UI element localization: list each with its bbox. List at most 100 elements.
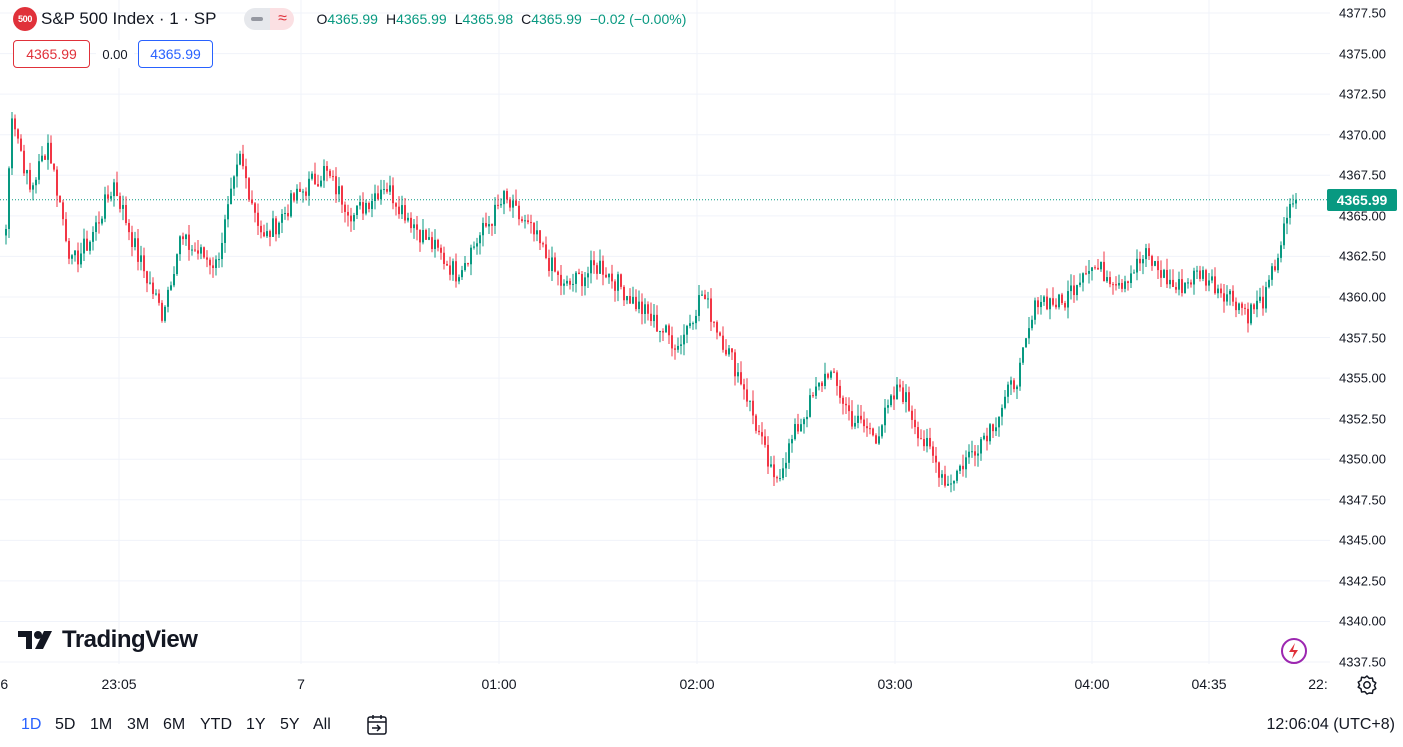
candle-down [44, 155, 46, 160]
candle-up [878, 436, 880, 444]
y-tick-label: 4340.00 [1339, 613, 1386, 629]
candle-down [1190, 282, 1192, 285]
candle-up [221, 242, 223, 260]
candle-up [590, 260, 592, 274]
range-button-ytd[interactable]: YTD [200, 716, 232, 733]
candlestick-chart[interactable] [0, 0, 1330, 664]
candle-down [851, 411, 853, 427]
candle-down [392, 185, 394, 204]
candle-up [1130, 273, 1132, 284]
buy-price-button[interactable]: 4365.99 [138, 40, 213, 68]
candle-down [68, 240, 70, 259]
candle-up [38, 161, 40, 180]
candle-up [227, 204, 229, 220]
candle-down [143, 255, 145, 272]
candle-down [923, 438, 925, 447]
range-button-5d[interactable]: 5D [55, 716, 76, 733]
candle-down [98, 222, 100, 224]
candle-down [1160, 270, 1162, 278]
candle-down [467, 263, 469, 265]
candle-down [719, 332, 721, 336]
toggle-icon[interactable] [244, 8, 271, 30]
tradingview-logo-icon [18, 631, 52, 649]
candle-up [1292, 203, 1294, 205]
candle-down [752, 400, 754, 416]
candle-down [716, 322, 718, 333]
candle-down [86, 238, 88, 251]
candle-up [26, 169, 28, 174]
candle-up [1067, 291, 1069, 308]
candle-down [944, 474, 946, 486]
candle-up [401, 205, 403, 215]
x-tick-label: 01:00 [481, 676, 517, 692]
candle-up [191, 249, 193, 251]
sell-price-button[interactable]: 4365.99 [13, 40, 90, 68]
candle-up [626, 296, 628, 301]
candle-up [179, 236, 181, 255]
candle-up [689, 323, 691, 326]
candle-down [929, 437, 931, 447]
candle-down [437, 239, 439, 248]
price-axis[interactable]: 4377.50 4375.00 4372.50 4370.00 4367.50 4365.… [1330, 0, 1403, 670]
candle-up [1019, 362, 1021, 387]
range-button-1d[interactable]: 1D [21, 716, 42, 733]
candle-down [116, 182, 118, 197]
candle-down [530, 222, 532, 224]
range-button-6m[interactable]: 6M [163, 716, 186, 733]
range-button-all[interactable]: All [313, 716, 331, 733]
candle-down [59, 195, 61, 203]
candle-down [914, 419, 916, 428]
calendar-goto-icon[interactable] [365, 713, 389, 737]
candle-down [182, 236, 184, 240]
range-button-3m[interactable]: 3M [127, 716, 150, 733]
candle-down [740, 372, 742, 385]
candle-up [176, 254, 178, 275]
candle-up [809, 395, 811, 417]
candle-up [680, 344, 682, 346]
candle-up [1184, 282, 1186, 294]
range-button-1m[interactable]: 1M [90, 716, 113, 733]
candle-up [1025, 338, 1027, 348]
symbol-logo[interactable]: 500 [13, 7, 37, 31]
candle-up [779, 478, 781, 480]
candle-up [89, 241, 91, 251]
candle-down [605, 274, 607, 278]
candle-down [362, 202, 364, 214]
range-button-5y[interactable]: 5Y [280, 716, 300, 733]
candle-down [416, 224, 418, 230]
candle-down [935, 455, 937, 463]
candle-up [1286, 217, 1288, 224]
candle-down [245, 166, 247, 179]
candle-up [296, 188, 298, 201]
candle-down [620, 274, 622, 287]
candle-down [386, 189, 388, 192]
candle-up [434, 239, 436, 249]
candle-down [647, 304, 649, 314]
candle-down [1109, 277, 1111, 285]
legend-toggle[interactable]: ≈ [244, 8, 295, 30]
candle-up [407, 217, 409, 221]
candle-up [323, 166, 325, 181]
candle-up [104, 194, 106, 219]
wave-icon[interactable]: ≈ [270, 8, 295, 30]
candle-up [47, 142, 49, 160]
candle-down [269, 231, 271, 237]
candle-down [128, 222, 130, 233]
candle-up [1256, 300, 1258, 310]
low-label: L [454, 11, 463, 27]
lightning-icon[interactable] [1280, 637, 1308, 665]
candle-up [644, 304, 646, 315]
spread-value: 0.00 [96, 40, 134, 68]
settings-icon[interactable] [1356, 674, 1378, 696]
candle-up [1091, 267, 1093, 271]
tradingview-logo-text: TradingView [62, 626, 198, 653]
candle-up [320, 180, 322, 187]
tradingview-logo[interactable]: TradingView [18, 626, 198, 654]
x-tick-label: 22: [1308, 676, 1328, 692]
clock-timezone[interactable]: 12:06:04 (UTC+8) [1266, 716, 1395, 733]
symbol-title[interactable]: S&P 500 Index · 1 · SP [41, 9, 217, 28]
candle-up [995, 427, 997, 432]
candle-up [1154, 261, 1156, 266]
candle-up [950, 483, 952, 485]
range-button-1y[interactable]: 1Y [246, 716, 266, 733]
